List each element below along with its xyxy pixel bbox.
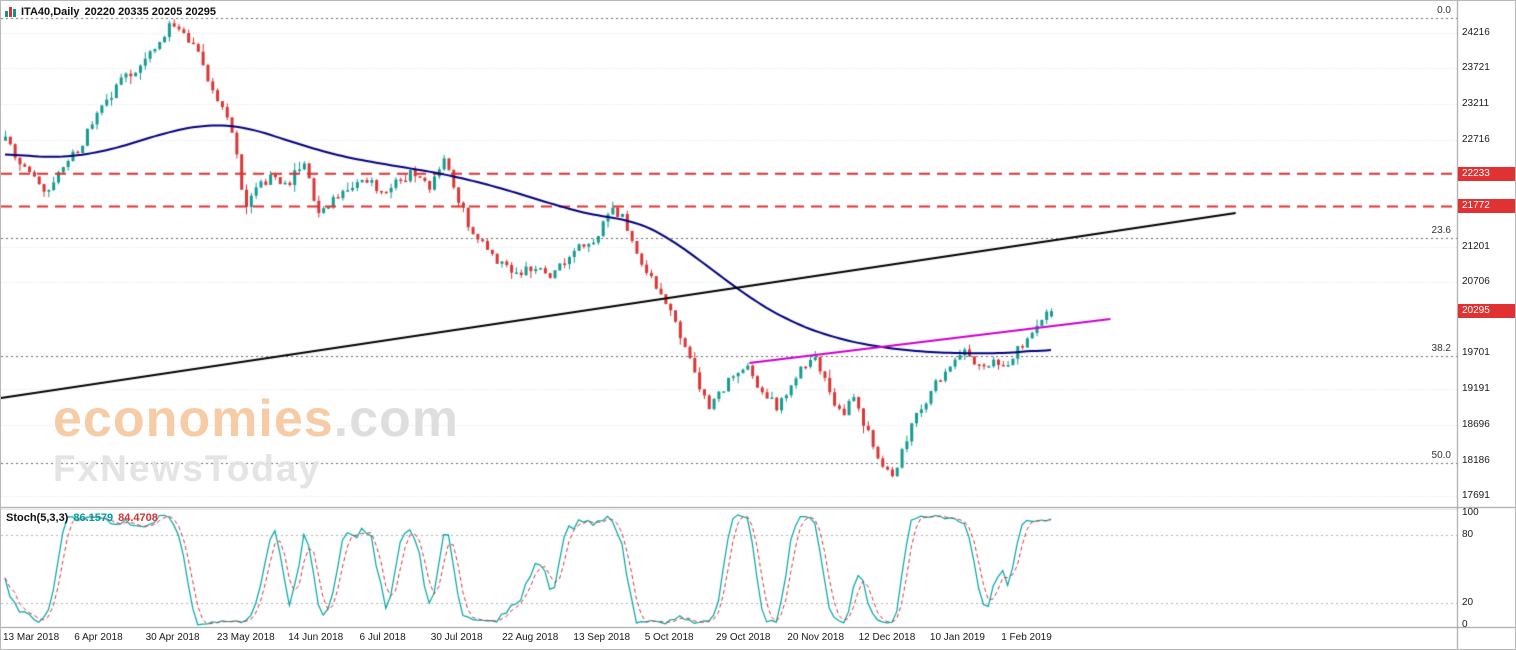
time-axis-label: 6 Jul 2018 bbox=[359, 632, 406, 643]
price-level-badge: 22233 bbox=[1458, 166, 1515, 181]
stoch-indicator-header: Stoch(5,3,3) 86.1579 84.4708 bbox=[6, 512, 158, 524]
stoch-name: Stoch(5,3,3) bbox=[6, 512, 69, 524]
price-axis-label: 19191 bbox=[1462, 383, 1490, 395]
chart-symbol-icon bbox=[5, 7, 16, 17]
stoch-axis-label: 0 bbox=[1462, 619, 1468, 630]
time-axis-label: 1 Feb 2019 bbox=[1001, 632, 1052, 643]
price-axis-label: 19701 bbox=[1462, 347, 1490, 359]
time-axis-label: 10 Jan 2019 bbox=[929, 632, 985, 643]
stoch-main-value: 86.1579 bbox=[73, 512, 114, 524]
price-axis-label: 18186 bbox=[1462, 454, 1490, 466]
ohlc-values: 20220 20335 20205 20295 bbox=[84, 6, 217, 18]
time-axis-label: 29 Oct 2018 bbox=[716, 632, 771, 643]
time-axis-label: 20 Nov 2018 bbox=[787, 632, 845, 643]
time-axis-label: 13 Mar 2018 bbox=[3, 632, 60, 643]
price-axis-label: 20706 bbox=[1462, 276, 1490, 288]
watermark: economies.com FxNewsToday bbox=[53, 390, 460, 490]
fib-level-label: 50.0 bbox=[1431, 449, 1451, 461]
price-axis-label: 21201 bbox=[1462, 240, 1490, 252]
time-axis-label: 6 Apr 2018 bbox=[74, 632, 123, 643]
price-axis-label: 23211 bbox=[1462, 98, 1490, 110]
stoch-signal-value: 84.4708 bbox=[118, 512, 158, 524]
watermark-subbrand: FxNewsToday bbox=[53, 448, 322, 490]
chart-title: ITA40,Daily 20220 20335 20205 20295 bbox=[5, 6, 216, 18]
watermark-brand-suffix: .com bbox=[333, 390, 460, 448]
time-axis-label: 12 Dec 2018 bbox=[858, 632, 916, 643]
price-axis-label: 17691 bbox=[1462, 489, 1490, 501]
time-axis-label: 23 May 2018 bbox=[216, 632, 275, 643]
time-axis-label: 30 Jul 2018 bbox=[430, 632, 483, 643]
time-axis-label: 5 Oct 2018 bbox=[644, 632, 694, 643]
watermark-brand: economies bbox=[53, 390, 334, 448]
time-axis-label: 30 Apr 2018 bbox=[145, 632, 200, 643]
time-axis-label: 13 Sep 2018 bbox=[573, 632, 631, 643]
price-level-badge: 21772 bbox=[1458, 199, 1515, 214]
time-axis-label: 22 Aug 2018 bbox=[502, 632, 559, 643]
symbol-timeframe-label: ITA40,Daily bbox=[21, 6, 80, 18]
price-axis-label: 18696 bbox=[1462, 418, 1490, 430]
price-axis-label: 24216 bbox=[1462, 27, 1490, 39]
price-axis-label: 22716 bbox=[1462, 133, 1490, 145]
stoch-axis-label: 80 bbox=[1462, 529, 1474, 541]
watermark-brand-line: economies.com bbox=[53, 390, 460, 448]
stoch-axis-label: 100 bbox=[1462, 507, 1479, 518]
price-axis-label: 23721 bbox=[1462, 62, 1490, 74]
stoch-axis-label: 20 bbox=[1462, 596, 1474, 608]
fib-level-label: 38.2 bbox=[1431, 343, 1451, 355]
fib-level-label: 0.0 bbox=[1437, 4, 1451, 16]
time-axis-label: 14 Jun 2018 bbox=[288, 632, 344, 643]
fib-level-label: 23.6 bbox=[1431, 224, 1451, 236]
price-level-badge: 20295 bbox=[1458, 304, 1515, 319]
